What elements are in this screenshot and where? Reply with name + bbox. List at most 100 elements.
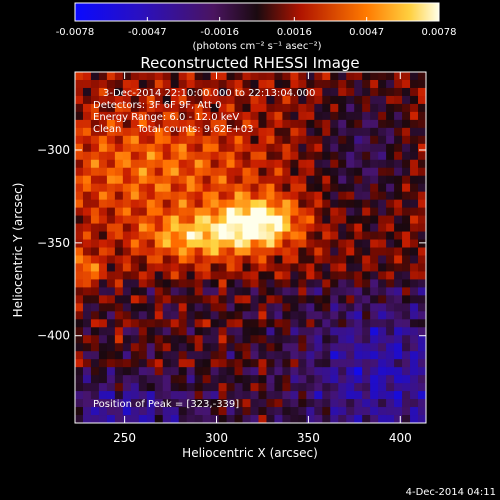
heatmap-cell [154,247,164,257]
heatmap-cell [362,359,371,368]
heatmap-cell [202,119,212,129]
heatmap-cell [130,335,140,344]
heatmap-cell [82,335,92,344]
heatmap-cell [98,199,108,209]
heatmap-cell [106,119,116,129]
heatmap-cell [138,415,148,423]
heatmap-cell [210,319,220,328]
heatmap-cell [314,319,323,328]
heatmap-cell [114,87,124,97]
heatmap-cell [194,415,204,423]
heatmap-cell [378,119,387,129]
heatmap-cell [106,207,116,217]
colorbar-tick-label: 0.0016 [277,27,312,38]
heatmap-cell [394,375,403,384]
heatmap-cell [210,159,220,169]
heatmap-cell [402,127,411,137]
heatmap-cell [234,247,244,257]
colorbar-unit-label: (photons cm⁻² s⁻¹ asec⁻²) [192,41,321,52]
heatmap-cell [386,375,395,384]
heatmap-cell [170,303,180,312]
heatmap-cell [226,327,236,336]
heatmap-cell [298,207,307,217]
heatmap-cell [226,271,236,281]
heatmap-cell [114,343,124,352]
heatmap-cell [98,263,108,273]
heatmap-cell [138,111,148,121]
heatmap-cell [122,247,132,257]
heatmap-cell [250,72,260,81]
heatmap-cell [330,135,339,145]
heatmap-cell [178,175,188,185]
heatmap-cell [346,119,355,129]
heatmap-cell [122,183,132,193]
heatmap-cell [178,159,188,169]
heatmap-cell [114,391,124,400]
heatmap-cell [370,191,379,201]
heatmap-cell [354,383,363,392]
heatmap-cell [410,167,419,177]
heatmap-cell [138,279,148,288]
heatmap-cell [298,271,307,281]
heatmap-cell [378,239,387,249]
heatmap-cell [282,223,291,233]
heatmap-cell [314,287,323,296]
heatmap-cell [75,167,84,177]
heatmap-cell [290,87,299,97]
heatmap-cell [298,215,307,225]
heatmap-cell [410,327,419,336]
heatmap-cell [242,367,252,376]
heatmap-cell [322,199,331,209]
heatmap-cell [242,271,252,281]
heatmap-cell [122,143,132,153]
heatmap-cell [242,135,252,145]
heatmap-cell [170,87,180,97]
heatmap-cell [266,335,276,344]
heatmap-cell [250,335,260,344]
heatmap-cell [250,271,260,281]
heatmap-cell [154,367,164,376]
heatmap-cell [266,151,276,161]
heatmap-cell [330,311,339,320]
heatmap-cell [218,111,228,121]
heatmap-cell [402,311,411,320]
heatmap-cell [322,351,331,360]
heatmap-cell [234,311,244,320]
heatmap-cell [338,103,347,113]
heatmap-cell [410,143,419,153]
heatmap-cell [114,367,124,376]
heatmap-cell [250,327,260,336]
heatmap-cell [354,72,363,81]
heatmap-cell [354,175,363,185]
heatmap-cell [306,167,315,177]
heatmap-cell [194,207,204,217]
heatmap-cell [178,72,188,81]
heatmap-cell [346,415,355,423]
heatmap-cell [162,151,172,161]
heatmap-cell [386,279,395,288]
heatmap-cell [346,175,355,185]
heatmap-cell [410,151,419,161]
heatmap-cell [90,407,100,416]
heatmap-cell [138,295,148,304]
heatmap-cell [274,119,284,129]
heatmap-cell [314,215,323,225]
heatmap-cell [258,207,268,217]
heatmap-cell [418,72,426,81]
heatmap-cell [162,167,172,177]
heatmap-cell [82,175,92,185]
heatmap-cell [250,239,260,249]
heatmap-cell [90,183,100,193]
heatmap-cell [178,231,188,241]
heatmap-cell [370,287,379,296]
heatmap-cell [178,87,188,97]
heatmap-cell [250,407,260,416]
heatmap-cell [354,367,363,376]
heatmap-cell [282,287,291,296]
heatmap-cell [370,343,379,352]
heatmap-cell [258,239,268,249]
heatmap-cell [410,335,419,344]
heatmap-cell [290,335,299,344]
heatmap-cell [394,199,403,209]
